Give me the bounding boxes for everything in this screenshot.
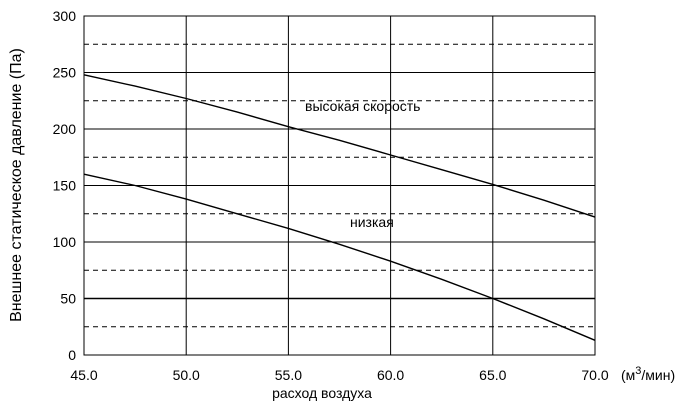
- series-annotation-high: высокая скорость: [305, 98, 420, 114]
- series-annotation-low: низкая: [350, 214, 394, 230]
- x-tick-label: 65.0: [479, 367, 506, 383]
- y-tick-labels: 0 50 100 150 200 250 300: [53, 8, 77, 363]
- x-axis-unit-prefix: (м: [621, 367, 635, 383]
- y-tick-label: 50: [60, 291, 76, 307]
- major-gridlines: [84, 72, 595, 300]
- x-tick-label: 60.0: [377, 367, 404, 383]
- x-tick-label: 50.0: [173, 367, 200, 383]
- series-lines: [83, 74, 596, 341]
- series-line-low: [83, 173, 596, 341]
- x-tick-label: 70.0: [581, 367, 608, 383]
- plot-area-border: [83, 15, 596, 356]
- x-axis-unit: (м3/мин): [621, 365, 675, 383]
- y-tick-label: 0: [68, 347, 76, 363]
- x-tick-label: 45.0: [70, 367, 97, 383]
- minor-gridlines: [84, 43, 595, 328]
- y-tick-label: 150: [53, 178, 77, 194]
- y-axis-label: Внешнее статическое давление (Па): [8, 48, 25, 322]
- y-tick-label: 200: [53, 121, 77, 137]
- series-line-high: [83, 74, 596, 218]
- x-axis-label: расход воздуха: [272, 385, 372, 401]
- x-tick-labels: 45.0 50.0 55.0 60.0 65.0 70.0: [70, 367, 608, 383]
- y-tick-label: 100: [53, 234, 77, 250]
- x-tick-label: 55.0: [275, 367, 302, 383]
- y-tick-label: 250: [53, 65, 77, 81]
- x-axis-unit-suffix: /мин): [641, 367, 675, 383]
- y-tick-label: 300: [53, 8, 77, 24]
- x-axis-unit-superscript: 3: [635, 365, 641, 377]
